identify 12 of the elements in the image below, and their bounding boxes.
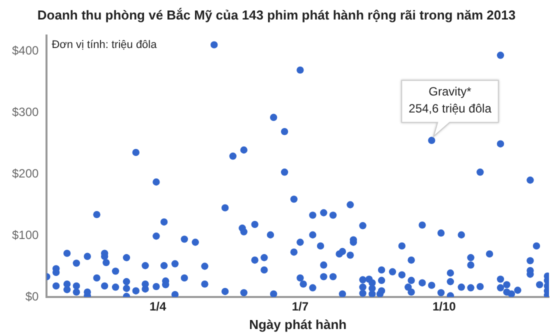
x-tick-label: 1/4 [149, 300, 166, 314]
annotation: Đơn vị tính: triệu đôla [52, 39, 158, 52]
y-tick-label: $200 [12, 166, 40, 180]
y-tick-label: $400 [12, 43, 40, 58]
x-tick-label: 1/7 [292, 300, 309, 314]
x-axis-title: Ngày phát hành [249, 316, 347, 332]
x-tick-label: 1/10 [432, 300, 456, 314]
annotation: Gravity* 254,6 triệu đôla [408, 84, 492, 116]
y-tick-label: $0 [25, 289, 40, 304]
y-tick-label: $300 [12, 104, 40, 119]
y-tick-label: $100 [12, 228, 40, 242]
chart-title: Doanh thu phòng vé Bắc Mỹ của 143 phim phát hành rộng rãi trong năm 2013 [37, 7, 516, 22]
